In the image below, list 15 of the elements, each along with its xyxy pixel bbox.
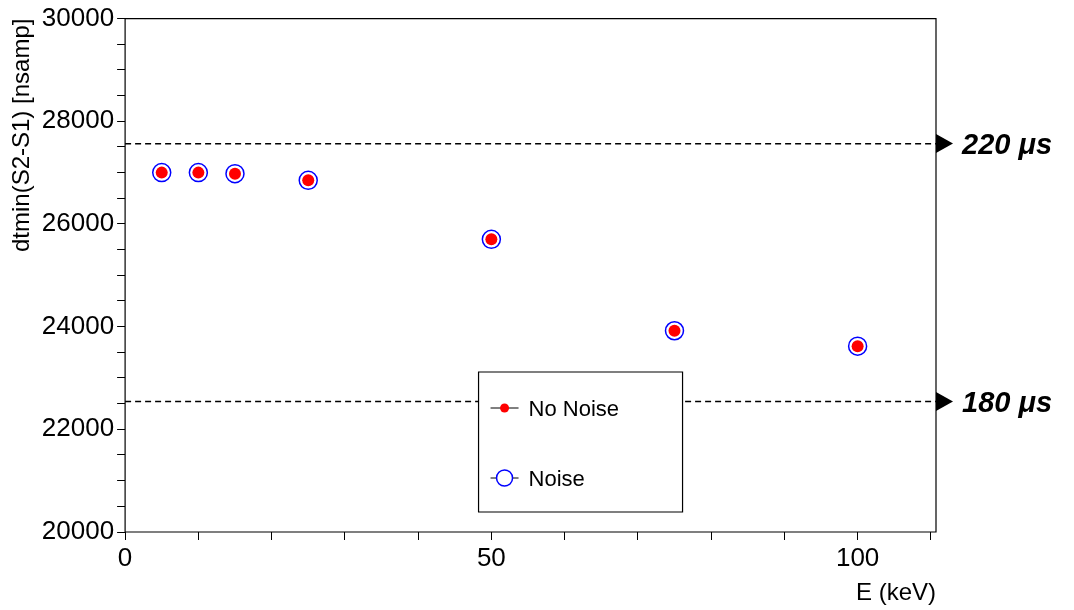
ref-line-label: 220 μs	[961, 127, 1053, 160]
ref-line-label: 180 μs	[962, 385, 1053, 418]
legend-label: Noise	[528, 466, 585, 492]
y-axis-title: dtmin(S2-S1) [nsamp]	[7, 18, 35, 253]
y-tick-label: 22000	[41, 412, 115, 443]
y-tick-label: 20000	[41, 515, 115, 546]
x-tick-label: 100	[835, 541, 880, 572]
y-tick-label: 24000	[41, 309, 115, 340]
y-tick-label: 28000	[41, 104, 115, 135]
legend-label: No Noise	[528, 396, 620, 422]
y-tick-label: 26000	[41, 207, 115, 238]
x-tick-label: 50	[476, 541, 506, 572]
x-tick-label: 0	[117, 541, 133, 572]
y-tick-label: 30000	[41, 1, 115, 32]
x-axis-title: E (keV)	[855, 578, 936, 606]
